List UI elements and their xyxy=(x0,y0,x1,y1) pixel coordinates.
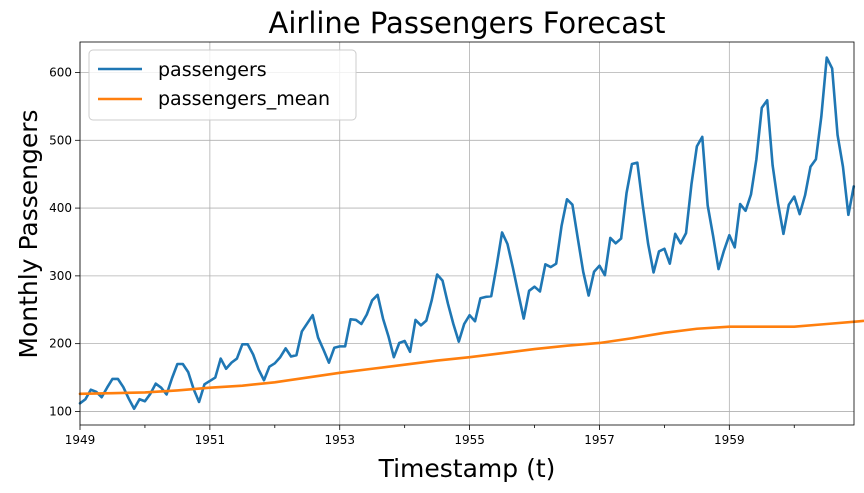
y-tick-label: 300 xyxy=(49,269,72,283)
x-tick-label: 1957 xyxy=(584,433,615,447)
legend-frame xyxy=(88,49,357,121)
x-tick-label: 1959 xyxy=(714,433,745,447)
x-tick-label: 1951 xyxy=(195,433,226,447)
series-line-passengers xyxy=(78,56,856,411)
y-axis-label: Monthly Passengers xyxy=(14,109,43,358)
y-tick-label: 100 xyxy=(49,404,72,418)
x-axis-label: Timestamp (t) xyxy=(378,454,556,483)
legend: passengers passengers_mean xyxy=(88,49,357,121)
y-tick-label: 500 xyxy=(49,133,72,147)
axis-ticks: 1949 1951 1953 1955 1957 1959 100 200 300 400 500 6… xyxy=(49,66,795,447)
y-tick-label: 600 xyxy=(49,66,72,80)
legend-label-passengers: passengers xyxy=(158,59,267,81)
legend-label-passengers-mean: passengers_mean xyxy=(158,88,330,110)
plot-area-frame xyxy=(79,41,855,426)
y-tick-label: 400 xyxy=(49,201,72,215)
x-tick-label: 1955 xyxy=(454,433,485,447)
series-lines xyxy=(78,56,864,411)
x-tick-label: 1953 xyxy=(324,433,355,447)
series-line-passengers-mean xyxy=(78,319,864,396)
chart-title: Airline Passengers Forecast xyxy=(269,6,666,40)
y-tick-label: 200 xyxy=(49,337,72,351)
x-tick-label: 1949 xyxy=(65,433,96,447)
